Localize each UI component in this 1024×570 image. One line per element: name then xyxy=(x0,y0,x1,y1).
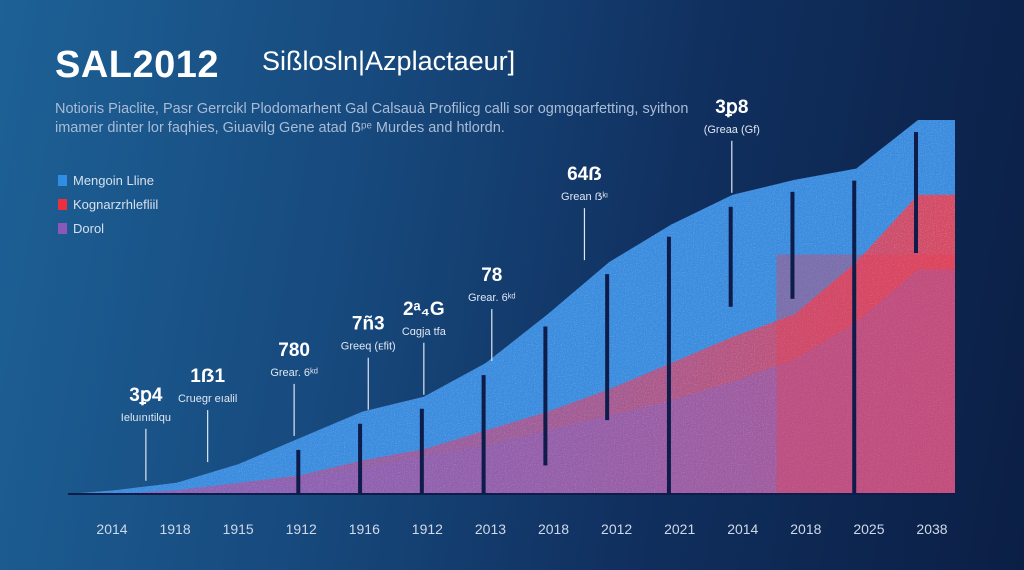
x-tick-label: 1912 xyxy=(412,521,443,537)
annotation-value: 78 xyxy=(481,265,502,286)
x-tick-label: 2018 xyxy=(538,521,569,537)
annotation-text: Ieluınıtilqu xyxy=(121,412,171,424)
chart-areas xyxy=(68,120,955,495)
annotation-text: Grear. 6ᵏᵈ xyxy=(270,367,318,379)
legend-item-blue[interactable]: Mengoin Lline xyxy=(58,168,158,192)
annotation: 7ñ3 Greeq (ᴇfit) xyxy=(341,314,396,410)
legend-item-red[interactable]: Kognarzrhlefliil xyxy=(58,192,158,216)
legend-swatch xyxy=(58,222,67,234)
annotation-text: Grean ẞᵏᶦ xyxy=(561,191,608,203)
x-tick-label: 2014 xyxy=(96,521,127,537)
annotation-value: 3ꝑ8 xyxy=(715,97,748,118)
chart-legend: Mengoin Lline Kognarzrhlefliil Dorol xyxy=(58,168,158,240)
highlight-region xyxy=(776,254,955,494)
annotation: 64ẞ Grean ẞᵏᶦ xyxy=(561,164,608,261)
chart-annotations: 3ꝑ4 Ieluınıtilqu 1ẞ1 Cruegr eıalil 780 Grear.… xyxy=(121,97,760,481)
legend-swatch xyxy=(58,174,67,186)
description-line-1: Notioris Piaclite, Pasr Gerrcikl Plodoma… xyxy=(55,101,689,117)
annotation: 3ꝑ4 Ieluınıtilqu xyxy=(121,385,171,481)
x-tick-label: 2018 xyxy=(790,521,821,537)
annotation: 78 Grear. 6ᵏᵈ xyxy=(468,265,516,362)
annotation: 1ẞ1 Cruegr eıalil xyxy=(178,366,237,463)
annotation-text: Cruegr eıalil xyxy=(178,393,237,405)
annotation-text: Cɑgja tfa xyxy=(402,326,447,338)
value-bar xyxy=(419,408,424,494)
x-tick-label: 2013 xyxy=(475,521,506,537)
value-bar xyxy=(852,180,857,494)
chart-bars xyxy=(296,132,918,494)
x-tick-label: 1912 xyxy=(286,521,317,537)
x-tick-label: 2025 xyxy=(853,521,884,537)
value-bar xyxy=(914,132,918,253)
value-bar xyxy=(296,449,301,494)
legend-swatch xyxy=(58,198,67,210)
annotation-value: 64ẞ xyxy=(567,164,602,185)
value-bar xyxy=(605,274,610,421)
annotation-value: 2ᵃ₄G xyxy=(403,299,445,320)
annotation-value: 3ꝑ4 xyxy=(129,385,163,406)
annotation-value: 1ẞ1 xyxy=(190,366,225,387)
annotation: 2ᵃ₄G Cɑgja tfa xyxy=(402,299,447,395)
value-bar xyxy=(481,375,486,494)
annotation-value: 780 xyxy=(278,340,310,361)
x-tick-label: 2021 xyxy=(664,521,695,537)
x-tick-label: 2014 xyxy=(727,521,758,537)
legend-label: Mengoin Lline xyxy=(73,172,154,188)
value-bar xyxy=(358,423,363,494)
page-title: SAL2012 xyxy=(55,44,220,86)
chart-description: Notioris Piaclite, Pasr Gerrcikl Plodoma… xyxy=(55,100,775,138)
x-tick-label: 1916 xyxy=(349,521,380,537)
annotation-text: Greeq (ᴇfit) xyxy=(341,341,396,353)
chart-subtitle: Sißlosln|Azplactaeur] xyxy=(262,46,516,76)
area-series-purple xyxy=(68,269,955,494)
annotation: 3ꝑ8 (Greaa (Gf) xyxy=(704,97,760,193)
annotation-value: 7ñ3 xyxy=(352,314,385,335)
annotation-text: Grear. 6ᵏᵈ xyxy=(468,292,516,304)
description-line-2: imamer dinter lor faqhies, Giuavilg Gene… xyxy=(55,120,505,136)
value-bar xyxy=(790,191,795,299)
legend-item-purple[interactable]: Dorol xyxy=(58,216,158,240)
annotation-text: (Greaa (Gf) xyxy=(704,124,760,136)
x-tick-label: 2038 xyxy=(916,521,947,537)
legend-label: Kognarzrhlefliil xyxy=(73,196,159,212)
x-tick-label: 2012 xyxy=(601,521,632,537)
annotation: 780 Grear. 6ᵏᵈ xyxy=(270,340,318,436)
value-bar xyxy=(728,206,733,307)
value-bar xyxy=(543,326,548,466)
value-bar xyxy=(666,236,671,494)
x-tick-label: 1918 xyxy=(159,521,190,537)
legend-label: Dorol xyxy=(73,220,105,236)
x-tick-label: 1915 xyxy=(223,521,254,537)
x-axis-labels: 2014 1918 1915 1912 1916 1912 2013 2018 2012 2021… xyxy=(96,521,947,537)
